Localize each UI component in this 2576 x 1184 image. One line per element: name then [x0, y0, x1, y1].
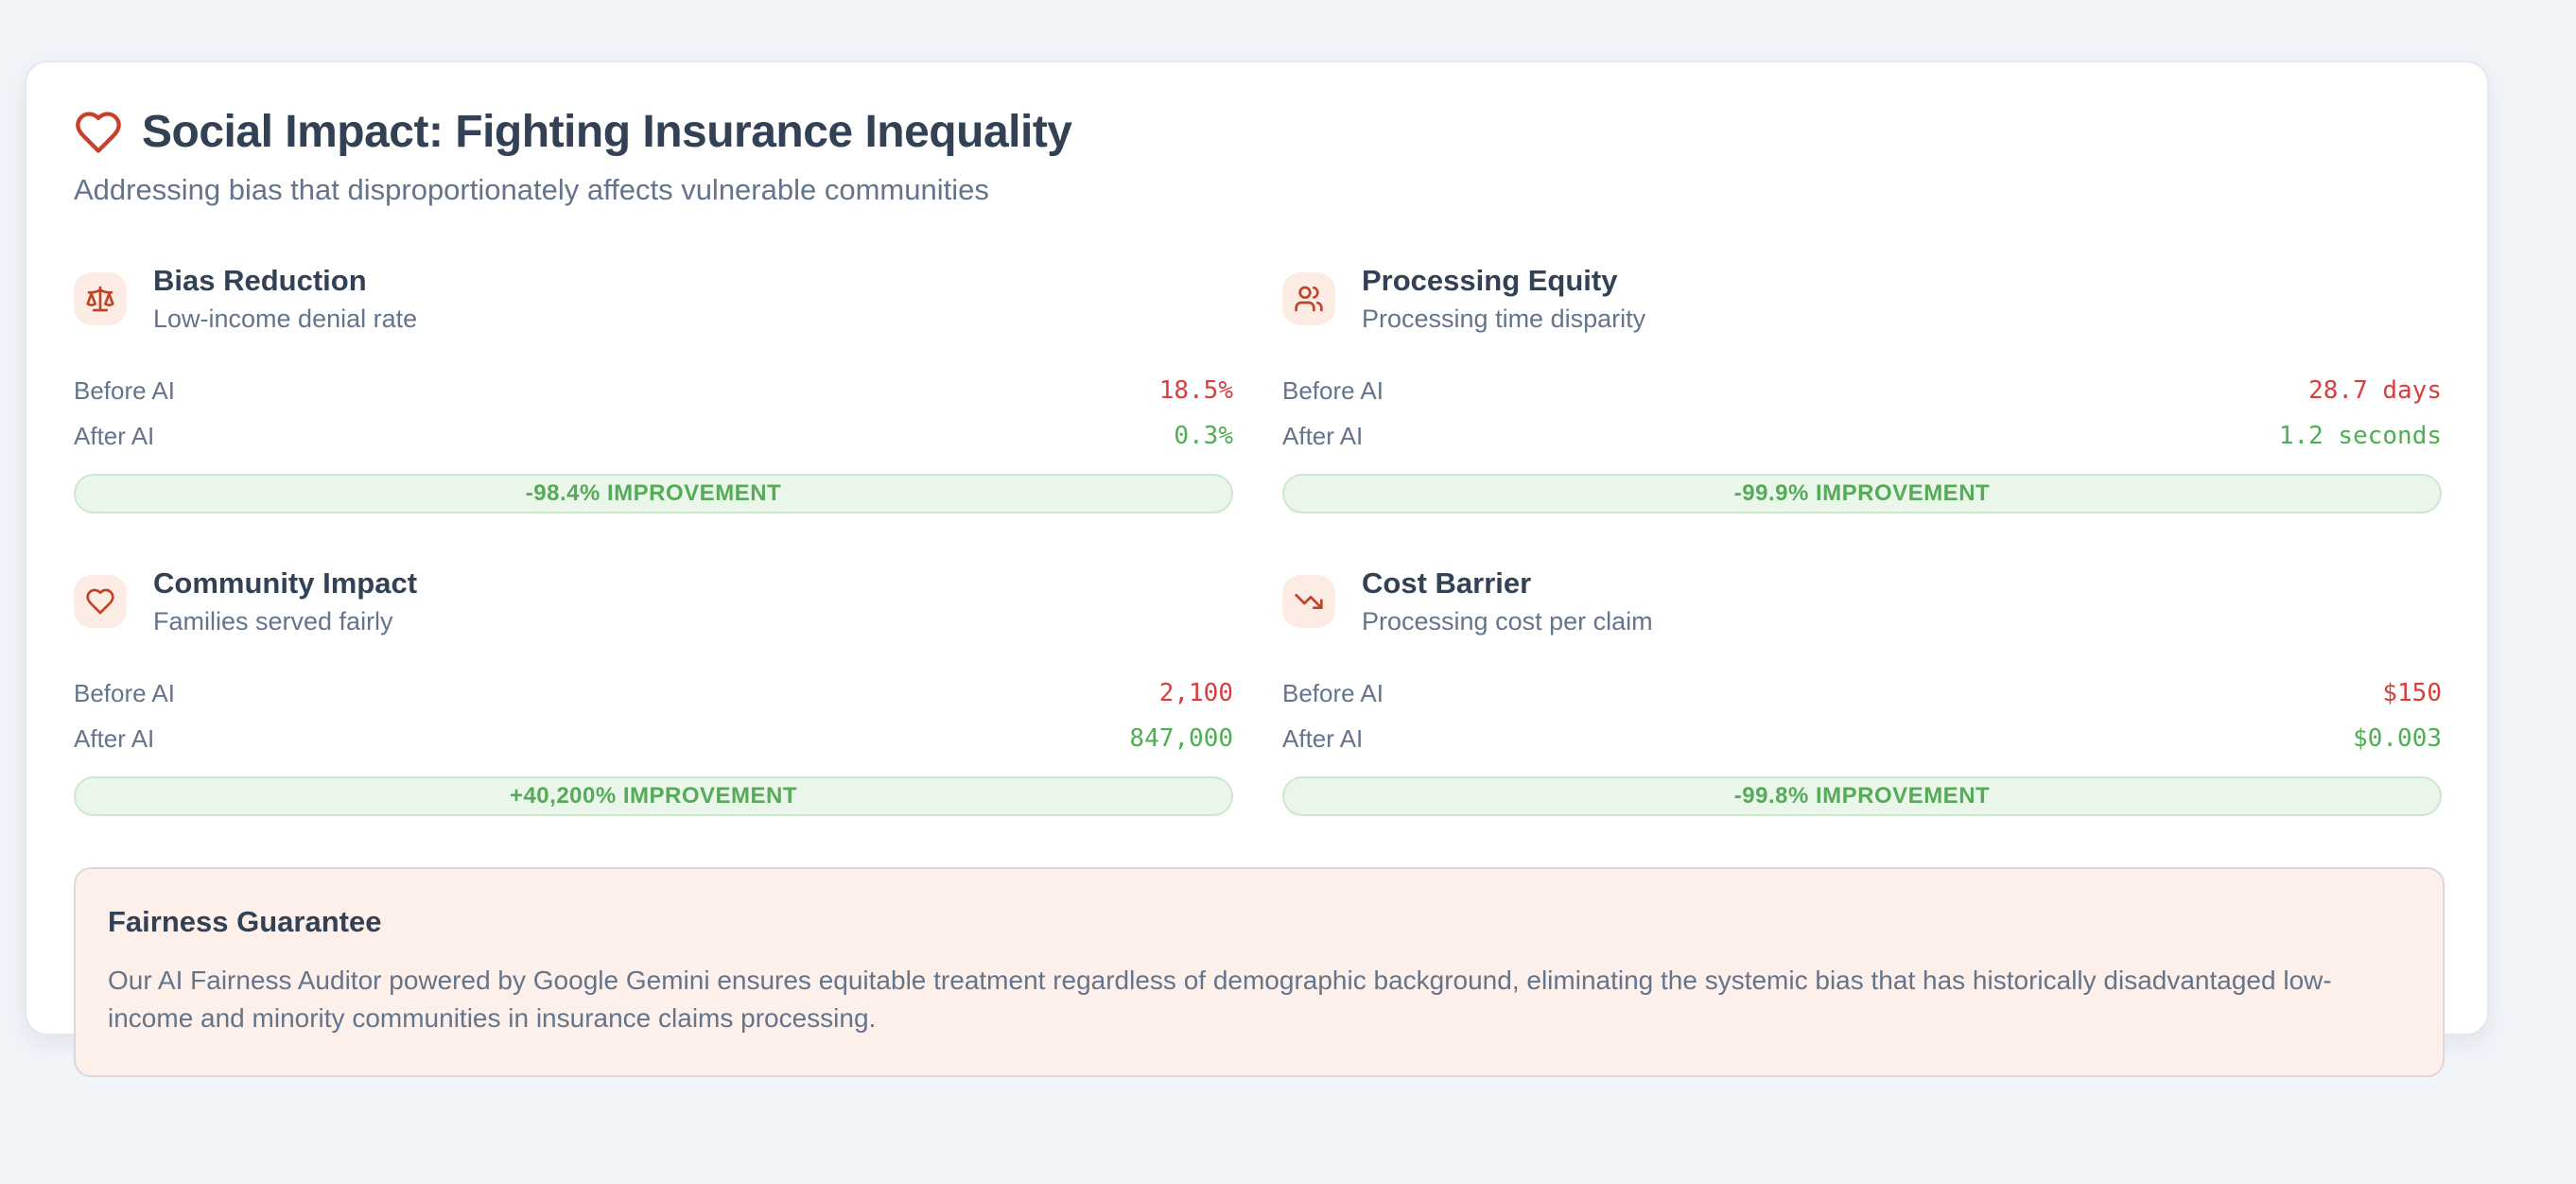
before-ai-value: $150	[2382, 679, 2442, 707]
metric-subtitle: Families served fairly	[153, 607, 393, 636]
after-ai-row: After AI $0.003	[1282, 716, 2442, 761]
metric-subtitle: Processing time disparity	[1362, 305, 1646, 333]
after-ai-row: After AI 0.3%	[74, 413, 1233, 459]
improvement-badge: +40,200% IMPROVEMENT	[74, 776, 1233, 816]
after-ai-label: After AI	[74, 723, 155, 753]
fairness-title: Fairness Guarantee	[108, 905, 382, 938]
metric-head: Processing Equity Processing time dispar…	[1282, 264, 2442, 334]
heart-icon	[74, 575, 127, 628]
trending-down-icon	[1282, 575, 1335, 628]
before-ai-value: 28.7 days	[2308, 376, 2442, 405]
after-ai-label: After AI	[1282, 723, 1364, 753]
page-subtitle: Addressing bias that disproportionately …	[74, 173, 989, 206]
before-ai-row: Before AI 2,100	[74, 670, 1233, 716]
metric-card-cost-barrier: Cost Barrier Processing cost per claim B…	[1282, 566, 2442, 816]
metric-head: Cost Barrier Processing cost per claim	[1282, 566, 2442, 636]
before-ai-row: Before AI 28.7 days	[1282, 368, 2442, 413]
metric-head: Bias Reduction Low-income denial rate	[74, 264, 1233, 334]
before-ai-label: Before AI	[74, 678, 175, 707]
metric-title: Processing Equity	[1362, 264, 1618, 297]
improvement-badge: -99.9% IMPROVEMENT	[1282, 474, 2442, 514]
before-ai-label: Before AI	[74, 375, 175, 405]
metric-title: Bias Reduction	[153, 264, 367, 297]
social-impact-card: Social Impact: Fighting Insurance Inequa…	[25, 61, 2489, 1077]
before-ai-value: 18.5%	[1158, 376, 1233, 405]
improvement-badge: -99.8% IMPROVEMENT	[1282, 776, 2442, 816]
before-ai-row: Before AI $150	[1282, 670, 2442, 716]
after-ai-row: After AI 1.2 seconds	[1282, 413, 2442, 459]
after-ai-value: 0.3%	[1174, 422, 1233, 450]
metric-subtitle: Low-income denial rate	[153, 305, 418, 333]
improvement-badge: -98.4% IMPROVEMENT	[74, 474, 1233, 514]
metric-head: Community Impact Families served fairly	[74, 566, 1233, 636]
after-ai-value: 1.2 seconds	[2278, 422, 2442, 450]
page-title: Social Impact: Fighting Insurance Inequa…	[142, 107, 1072, 157]
metric-title: Community Impact	[153, 566, 418, 600]
before-ai-value: 2,100	[1158, 679, 1233, 707]
metric-card-community-impact: Community Impact Families served fairly …	[74, 566, 1233, 816]
heart-icon	[74, 108, 123, 157]
after-ai-value: 847,000	[1129, 724, 1233, 753]
metric-card-bias-reduction: Bias Reduction Low-income denial rate Be…	[74, 264, 1233, 514]
after-ai-label: After AI	[74, 421, 155, 450]
fairness-guarantee-panel: Fairness Guarantee Our AI Fairness Audit…	[74, 867, 2445, 1077]
after-ai-value: $0.003	[2353, 724, 2442, 753]
metrics-grid: Bias Reduction Low-income denial rate Be…	[74, 264, 2442, 816]
before-ai-label: Before AI	[1282, 678, 1384, 707]
metric-subtitle: Processing cost per claim	[1362, 607, 1653, 636]
metric-title: Cost Barrier	[1362, 566, 1532, 600]
metric-card-processing-equity: Processing Equity Processing time dispar…	[1282, 264, 2442, 514]
card-header: Social Impact: Fighting Insurance Inequa…	[74, 106, 2442, 158]
before-ai-label: Before AI	[1282, 375, 1384, 405]
fairness-body: Our AI Fairness Auditor powered by Googl…	[108, 966, 2332, 1033]
after-ai-label: After AI	[1282, 421, 1364, 450]
scale-icon	[74, 272, 127, 325]
after-ai-row: After AI 847,000	[74, 716, 1233, 761]
before-ai-row: Before AI 18.5%	[74, 368, 1233, 413]
users-icon	[1282, 272, 1335, 325]
